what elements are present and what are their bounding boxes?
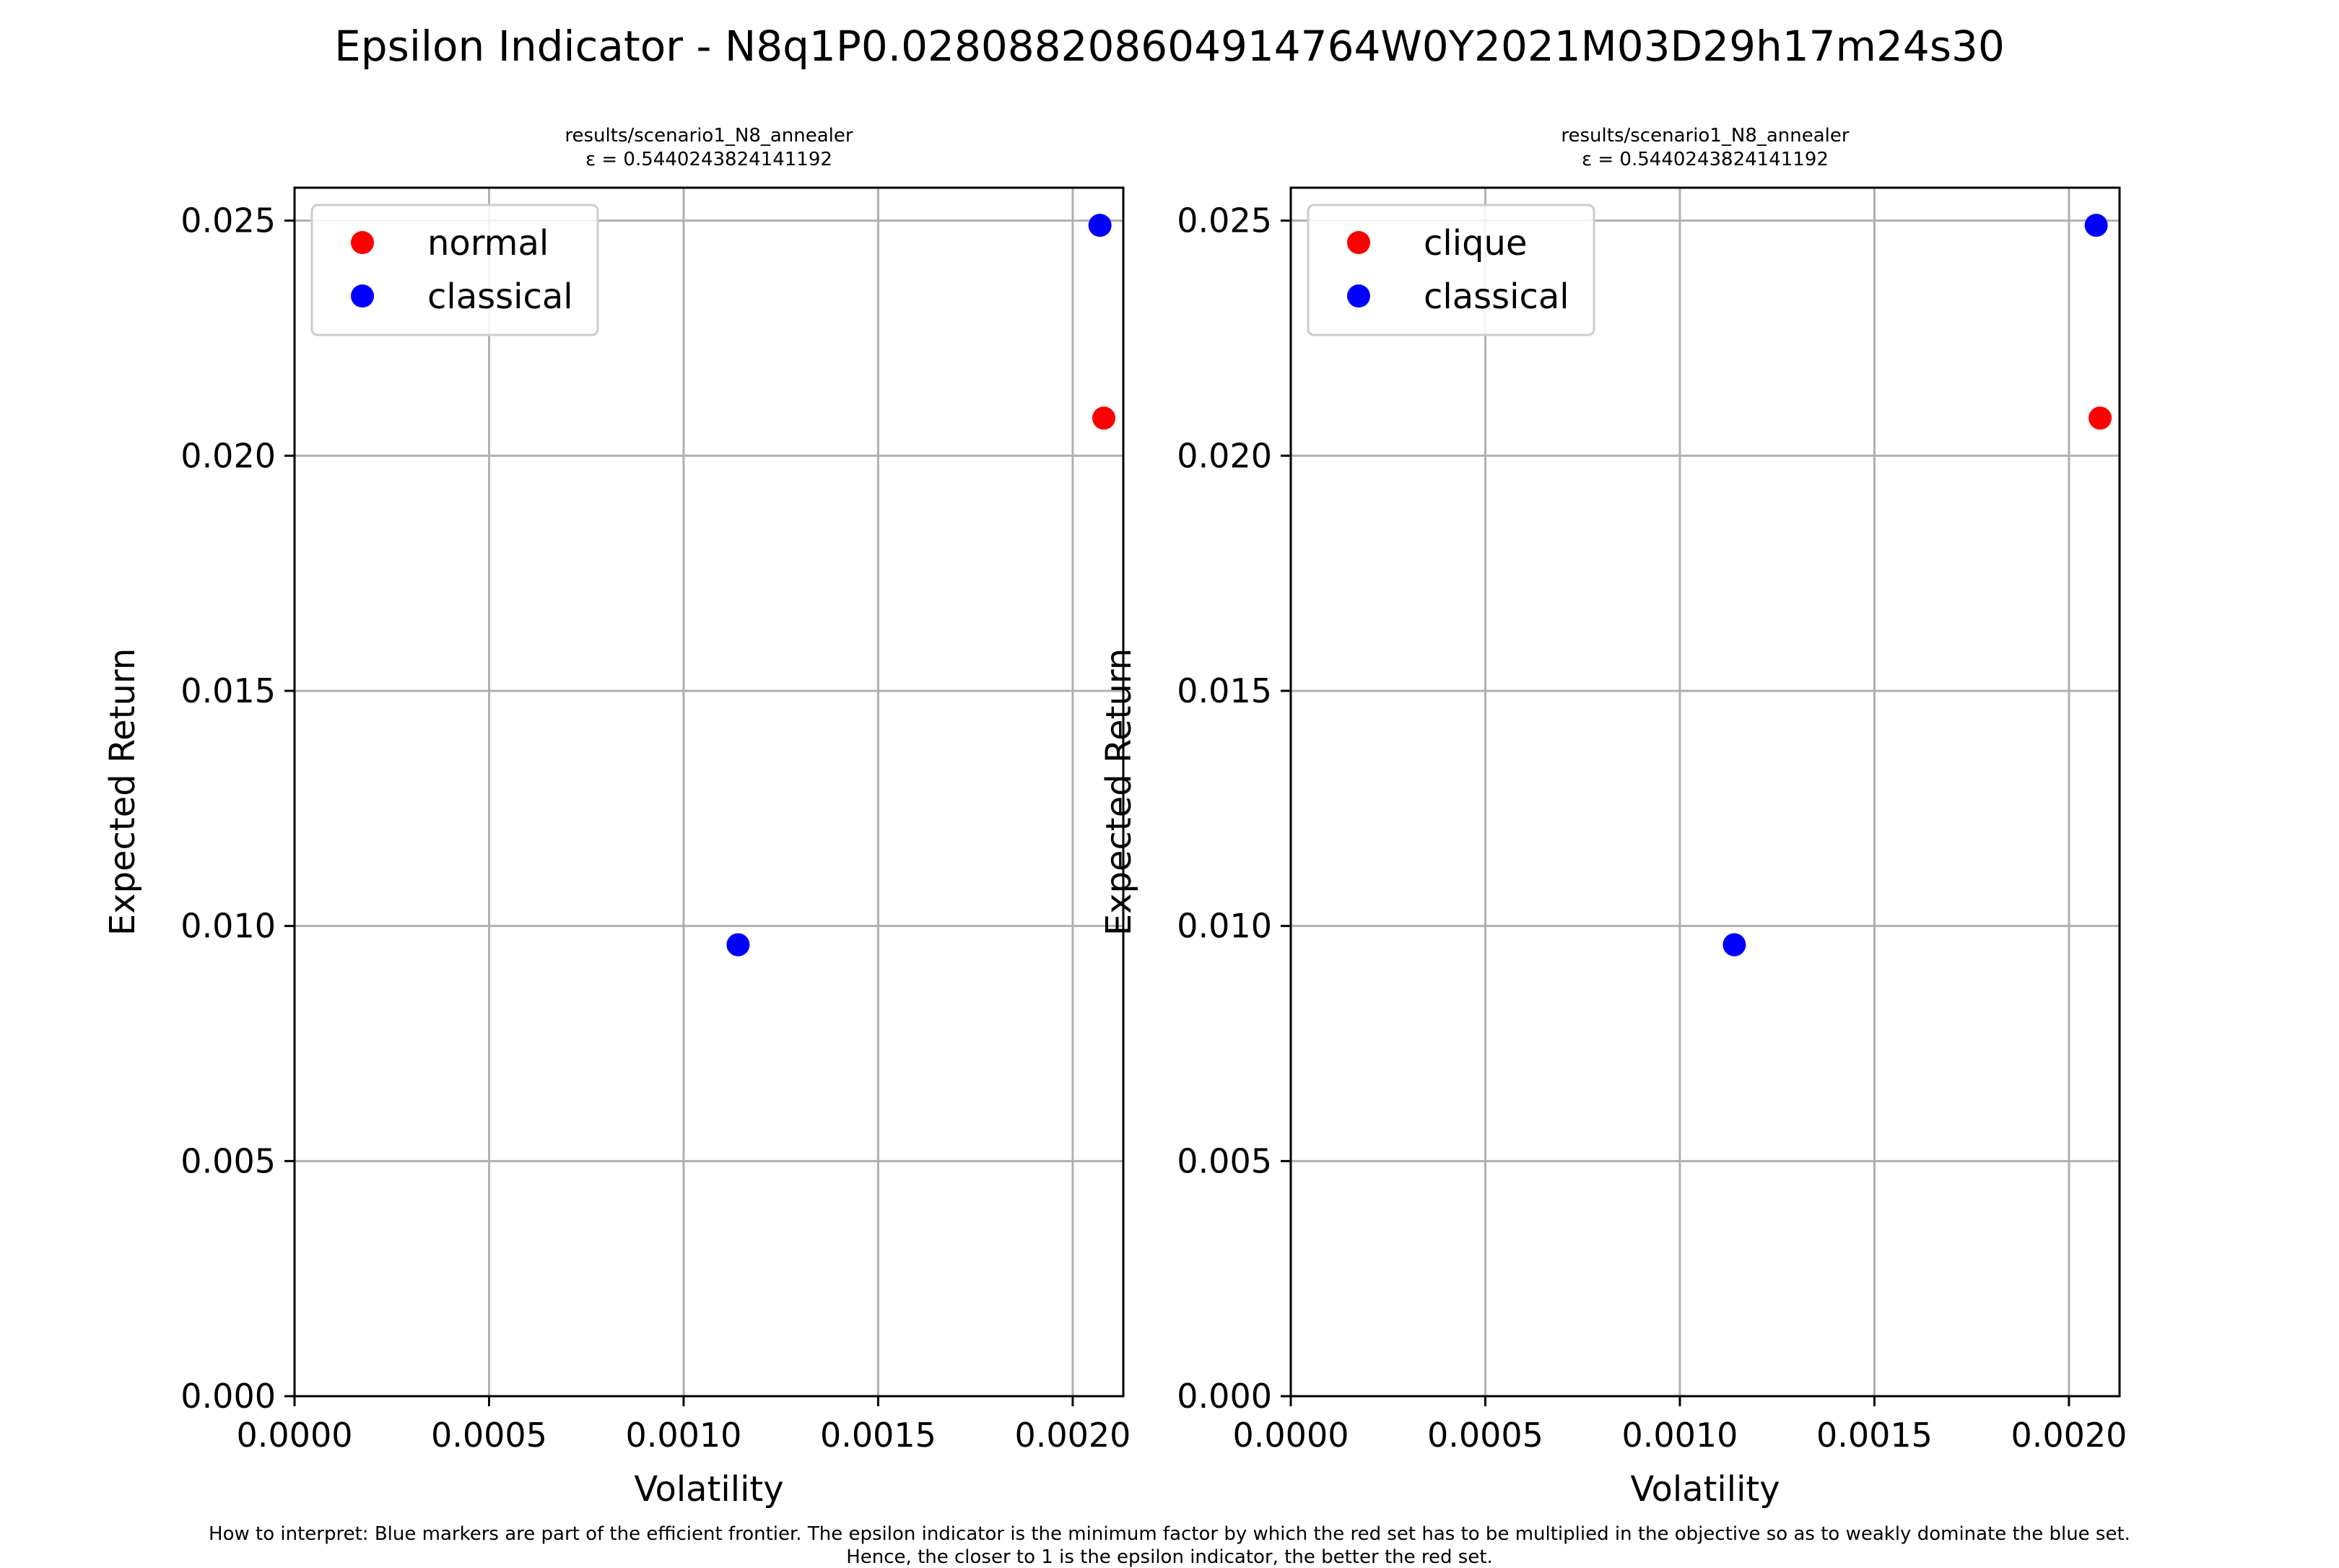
y-tick-label: 0.015 xyxy=(180,671,276,710)
axes-frame xyxy=(1289,186,2121,1398)
y-axis-label: Expected Return xyxy=(1099,648,1139,936)
x-tick-label: 0.0015 xyxy=(1816,1416,1933,1455)
subplot-epsilon-value: ε = 0.5440243824141192 xyxy=(585,149,832,170)
y-tick-label: 0.025 xyxy=(1177,201,1272,240)
subplot-title: results/scenario1_N8_annealer xyxy=(1561,125,1850,147)
legend-label-normal: normal xyxy=(427,223,549,263)
subplot-title: results/scenario1_N8_annealer xyxy=(565,125,853,147)
legend-label-classical: classical xyxy=(1424,276,1569,317)
legend-box xyxy=(310,204,599,336)
legend-marker-clique xyxy=(1347,231,1370,254)
x-axis-label: Volatility xyxy=(634,1469,783,1510)
x-tick-label: 0.0000 xyxy=(1233,1416,1349,1455)
y-tick-label: 0.025 xyxy=(180,201,276,240)
scatter-point-normal xyxy=(1092,406,1116,430)
y-tick-label: 0.015 xyxy=(1177,671,1272,710)
scatter-point-classical xyxy=(726,933,750,957)
y-tick-label: 0.020 xyxy=(1177,436,1272,475)
footnote-line-2: Hence, the closer to 1 is the epsilon in… xyxy=(846,1546,1493,1568)
legend-marker-normal xyxy=(351,231,374,254)
footnote-line-1: How to interpret: Blue markers are part … xyxy=(209,1523,2130,1545)
x-tick-label: 0.0010 xyxy=(625,1416,741,1455)
y-tick-label: 0.010 xyxy=(180,907,276,946)
y-tick-label: 0.020 xyxy=(180,436,276,475)
scatter-point-classical xyxy=(1088,214,1112,238)
x-tick-label: 0.0005 xyxy=(1427,1416,1543,1455)
legend-label-classical: classical xyxy=(427,276,573,317)
legend-label-clique: clique xyxy=(1424,223,1527,263)
legend-marker-classical xyxy=(1347,284,1370,308)
scatter-point-classical xyxy=(1722,933,1746,957)
legend-box xyxy=(1307,204,1595,336)
y-tick-label: 0.005 xyxy=(180,1141,276,1180)
subplot-epsilon-value: ε = 0.5440243824141192 xyxy=(1582,149,1829,170)
figure-title: Epsilon Indicator - N8q1P0.0280882086049… xyxy=(334,22,2005,71)
y-tick-label: 0.000 xyxy=(1177,1377,1272,1416)
x-tick-label: 0.0020 xyxy=(2011,1416,2127,1455)
scatter-point-clique xyxy=(2088,406,2112,430)
y-tick-label: 0.005 xyxy=(1177,1141,1272,1180)
x-axis-label: Volatility xyxy=(1630,1469,1780,1510)
x-tick-label: 0.0015 xyxy=(820,1416,936,1455)
axes-frame xyxy=(293,186,1125,1398)
y-axis-label: Expected Return xyxy=(103,648,143,936)
x-tick-label: 0.0005 xyxy=(431,1416,547,1455)
x-tick-label: 0.0000 xyxy=(237,1416,353,1455)
y-tick-label: 0.010 xyxy=(1177,907,1272,946)
x-tick-label: 0.0020 xyxy=(1014,1416,1131,1455)
scatter-point-classical xyxy=(2084,214,2108,238)
y-tick-label: 0.000 xyxy=(180,1377,276,1416)
x-tick-label: 0.0010 xyxy=(1621,1416,1738,1455)
right-scatter-panel: 0.0000 0.0005 0.0010 0.0015 0.0020 0.000 0.005… xyxy=(1099,125,2127,1510)
left-scatter-panel: 0.0000 0.0005 0.0010 0.0015 0.0020 0.000 0.005… xyxy=(103,125,1131,1510)
legend-marker-classical xyxy=(351,284,374,308)
